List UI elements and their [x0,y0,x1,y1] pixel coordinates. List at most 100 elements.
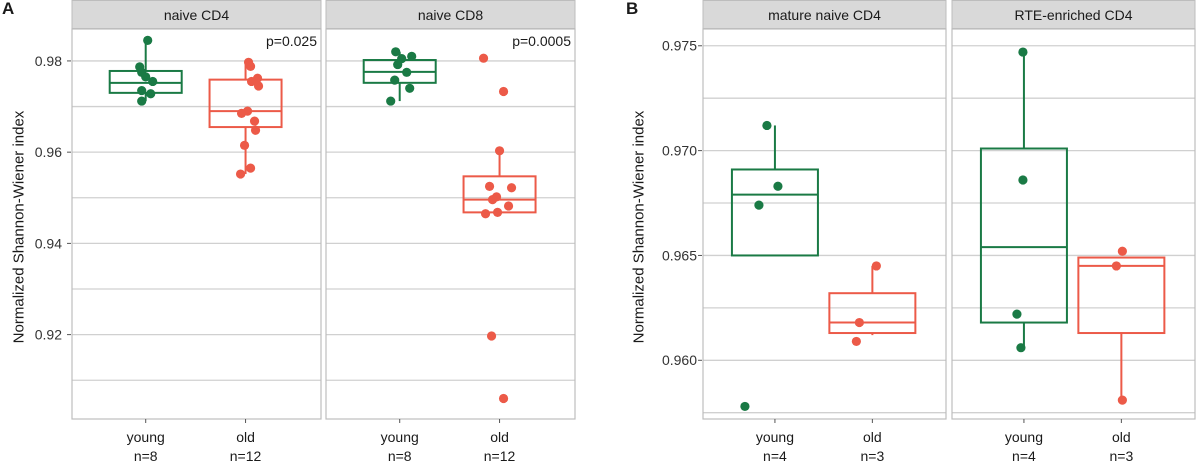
y-tick-label: 0.92 [35,327,62,343]
facet-title: RTE-enriched CD4 [1014,7,1132,23]
facet-frame [325,28,576,420]
data-point [851,336,861,347]
y-tick-label: 0.98 [35,53,62,69]
data-point [1111,261,1121,271]
data-point [854,317,864,328]
data-point [1018,175,1028,185]
box [208,78,283,129]
group-young: young n=4 [730,120,819,464]
panel-letter: A [2,0,14,18]
data-point [506,183,517,193]
y-tick-label: 0.975 [662,38,697,54]
sample-size-label: n=12 [230,448,262,464]
data-point [239,140,250,150]
sample-size-label: n=4 [1012,448,1036,464]
data-point [253,81,264,91]
y-axis-label: Normalized Shannon-Wiener index [10,110,27,343]
x-tick-label: young [1005,429,1043,445]
x-tick-label: young [127,429,165,445]
y-tick-label: 0.94 [35,235,62,251]
data-point [1117,395,1127,405]
data-point [486,331,497,341]
p-value-label: p=0.025 [266,33,317,49]
data-point [386,96,396,106]
x-tick-label: young [756,429,794,445]
data-point [236,108,247,118]
y-tick-label: 0.970 [662,143,697,159]
panel-a: A Normalized Shannon-Wiener index 0.92 0.94… [2,0,576,464]
group-old: old n=12 [462,53,537,464]
data-point [402,67,412,77]
data-point [141,72,151,82]
data-point [871,261,881,271]
data-point [405,83,415,93]
sample-size-label: n=8 [134,448,158,464]
data-point [762,120,772,131]
data-point [245,163,256,173]
facet-naive-cd4: naive CD4 p=0.025 young n=8 old n=12 [71,0,322,464]
data-point [498,86,509,97]
facet-strip [325,0,576,29]
sample-size-label: n=12 [484,448,516,464]
facet-title: naive CD4 [164,7,230,23]
data-point [1117,246,1127,256]
group-young: young n=8 [108,35,183,464]
data-point [137,85,147,96]
data-point [146,89,156,99]
box [828,292,917,335]
facet-strip [702,0,947,29]
panel-letter: B [626,0,638,18]
data-point [249,116,260,126]
facet-frame [951,28,1196,420]
data-point [773,181,783,191]
data-point [235,169,246,179]
facet-frame [71,28,322,420]
data-point [407,51,417,61]
data-point [250,125,261,135]
facet-rte-enriched-cd4: RTE-enriched CD4 young n=4 old n=3 [951,0,1196,464]
y-tick-label: 0.96 [35,144,62,160]
group-young: young n=8 [362,47,437,464]
box [1077,256,1166,335]
data-point [754,200,764,210]
data-point [391,47,401,57]
x-tick-label: old [1112,429,1131,445]
facet-title: naive CD8 [418,7,484,23]
data-point [137,96,147,106]
group-old: old n=3 [828,261,917,464]
facet-mature-naive-cd4: mature naive CD4 young n=4 old n=3 [702,0,947,464]
x-tick-label: young [381,429,419,445]
data-point [480,209,491,219]
facet-strip [71,0,322,29]
group-old: old n=12 [208,57,283,464]
data-point [393,59,403,70]
data-point [143,35,153,46]
sample-size-label: n=4 [763,448,787,464]
data-point [148,76,158,87]
y-tick-label: 0.965 [662,247,697,263]
facet-title: mature naive CD4 [768,7,881,23]
y-tick-label: 0.960 [662,352,697,368]
sample-size-label: n=8 [388,448,412,464]
data-point [478,53,489,63]
data-point [487,194,498,205]
data-point [494,146,505,156]
data-point [503,201,514,211]
group-old: old n=3 [1077,246,1166,464]
panel-b: B Normalized Shannon-Wiener index 0.960 0.9… [626,0,1196,464]
y-axis-label: Normalized Shannon-Wiener index [630,110,647,343]
data-point [1018,47,1028,57]
facet-strip [951,0,1196,29]
data-point [484,181,495,191]
data-point [740,401,750,412]
box [979,147,1068,324]
data-point [1016,343,1026,353]
data-point [246,76,257,87]
group-young: young n=4 [979,47,1068,464]
p-value-label: p=0.0005 [512,33,571,49]
data-point [390,75,400,85]
data-point [498,393,509,404]
box [730,168,819,257]
facet-naive-cd8: naive CD8 p=0.0005 young n=8 old n=12 [325,0,576,464]
